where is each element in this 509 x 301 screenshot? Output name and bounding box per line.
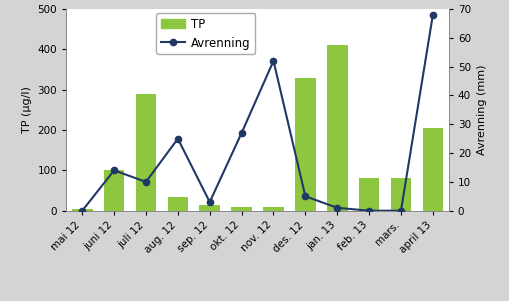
Bar <box>199 205 220 211</box>
Bar <box>326 45 347 211</box>
Bar <box>135 94 156 211</box>
Bar <box>263 207 284 211</box>
Y-axis label: TP (µg/l): TP (µg/l) <box>22 86 32 133</box>
Bar <box>167 197 188 211</box>
Bar <box>421 128 442 211</box>
Legend: TP, Avrenning: TP, Avrenning <box>156 13 254 54</box>
Bar <box>103 170 124 211</box>
Bar <box>390 178 411 211</box>
Bar <box>72 209 93 211</box>
Bar <box>294 78 315 211</box>
Bar <box>358 178 379 211</box>
Bar <box>231 207 251 211</box>
Y-axis label: Avrenning (mm): Avrenning (mm) <box>475 65 486 155</box>
